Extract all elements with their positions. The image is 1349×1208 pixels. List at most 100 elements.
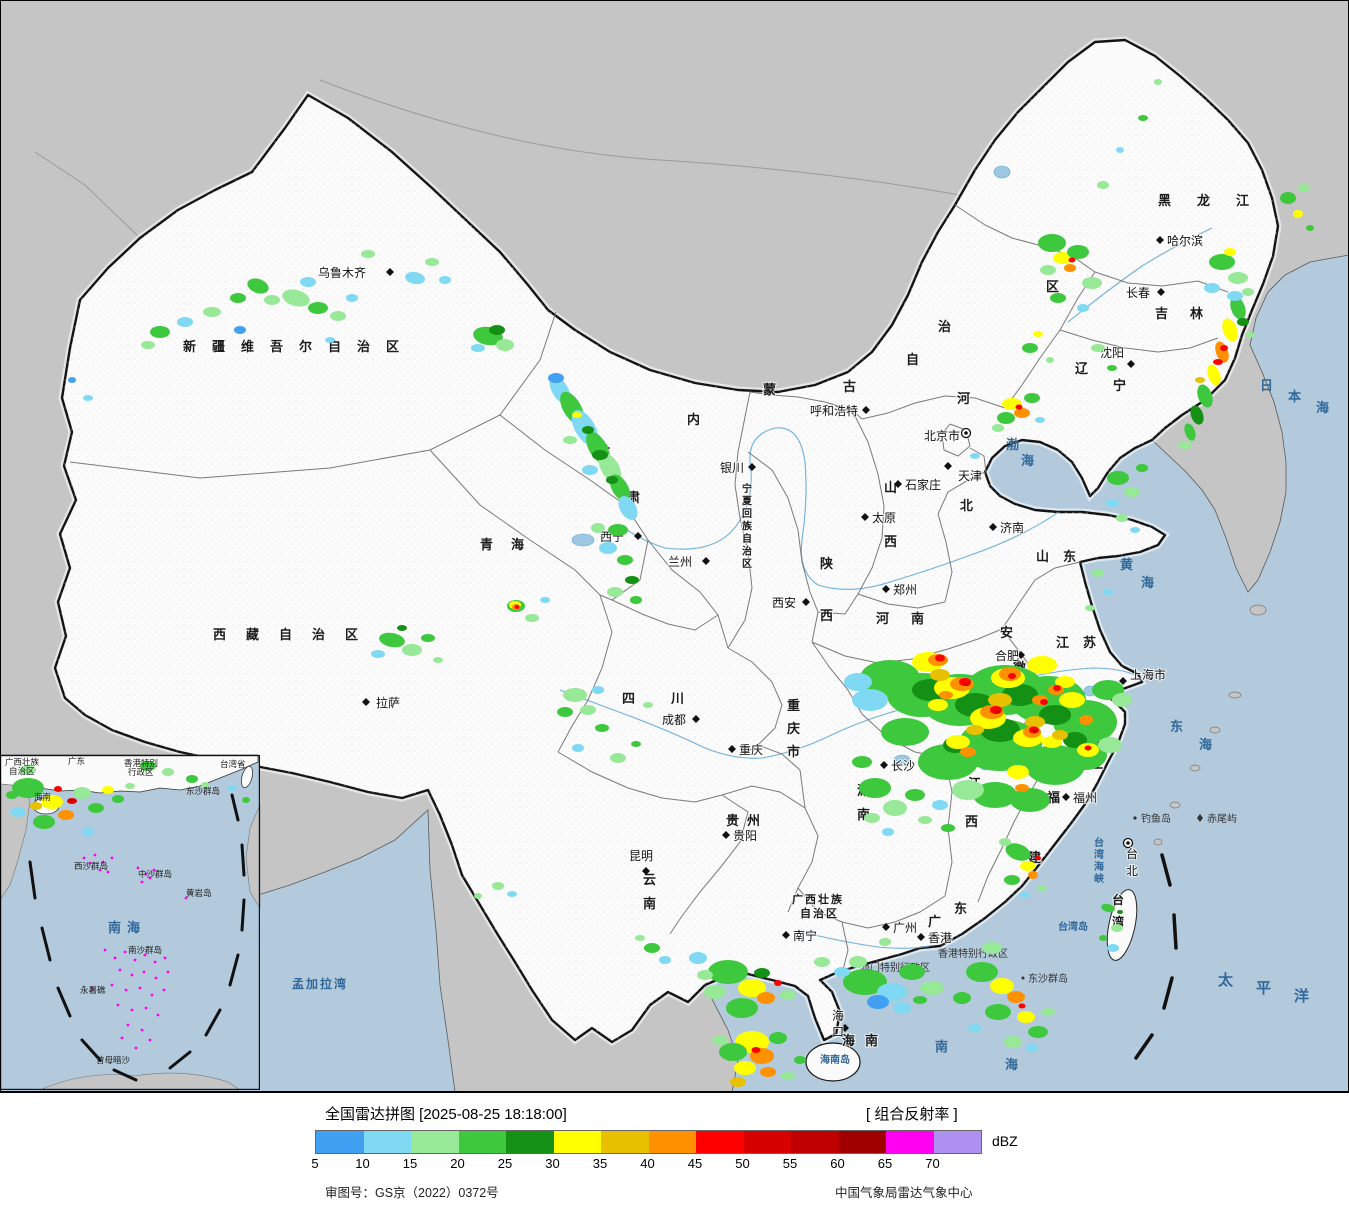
radar-echo [1028, 1026, 1048, 1038]
province-label: 四川 [622, 691, 720, 706]
radar-echo [864, 813, 880, 823]
inset-reef-marker [162, 988, 166, 992]
city-diamond-marker [917, 933, 925, 941]
scale-tick-25: 25 [497, 1156, 513, 1171]
sea-label: 海 [1021, 453, 1034, 468]
inset-reef-marker [113, 956, 117, 960]
sea-label: 南 [935, 1039, 948, 1054]
radar-echo [849, 956, 867, 968]
inset-label: 东沙群岛 [186, 786, 220, 796]
radar-echo [941, 824, 955, 832]
radar-echo [964, 682, 970, 686]
radar-echo [439, 276, 451, 284]
credit-label: 中国气象局雷达气象中心 [835, 1186, 973, 1200]
scale-tick-50: 50 [735, 1156, 750, 1171]
radar-echo [67, 798, 77, 804]
radar-echo [1082, 277, 1102, 289]
city-diamond-marker [386, 268, 394, 276]
city-diamond-marker [1127, 360, 1135, 368]
radar-echo [882, 828, 894, 836]
radar-echo [617, 555, 633, 565]
inset-reef-marker [148, 876, 152, 880]
sea-label: 海 [1316, 400, 1329, 415]
radar-echo [960, 747, 976, 757]
radar-echo [489, 325, 505, 335]
province-label: 区 [1046, 279, 1059, 294]
radar-echo [379, 632, 405, 648]
inset-reef-marker [148, 1038, 152, 1042]
province-label: 贵州 [726, 813, 768, 828]
radar-echo [985, 1004, 1011, 1020]
inset-reef-marker [116, 1003, 120, 1007]
reflectivity-colorbar [315, 1130, 982, 1154]
province-label: 古 [843, 379, 856, 394]
radar-echo [704, 985, 726, 999]
radar-echo [242, 797, 250, 803]
scale-cell-25 [506, 1131, 554, 1153]
inset-reef-marker [140, 880, 144, 884]
radar-echo [726, 998, 758, 1018]
radar-echo [751, 1047, 761, 1053]
radar-echo [899, 964, 925, 980]
scale-cell-40 [648, 1131, 696, 1153]
radar-echo [300, 277, 316, 287]
radar-echo [1020, 861, 1036, 871]
radar-echo [1040, 265, 1056, 275]
inset-reef-marker [140, 1028, 144, 1032]
inset-label: 南沙群岛 [128, 945, 162, 955]
pearl-river [801, 931, 931, 949]
city-label: 郑州 [893, 582, 917, 597]
inset-label: 中沙群岛 [138, 869, 172, 879]
scale-tick-10: 10 [355, 1156, 370, 1171]
inset-taiwan [240, 765, 254, 789]
radar-echo [990, 978, 1014, 994]
yangtze-river [559, 667, 1139, 759]
radar-echo [760, 1067, 776, 1077]
radar-echo [1103, 589, 1113, 595]
inset-reef-marker [133, 958, 137, 962]
radar-echo [708, 960, 748, 984]
map-canvas: 新疆维吾尔自治区西藏自治区青海甘肃内蒙古自治区黑龙江吉林辽宁河北山西山东河南安徽… [0, 0, 1349, 1092]
radar-echo [757, 992, 775, 1004]
rivers [559, 227, 1213, 949]
radar-echo [496, 339, 514, 351]
inset-reef-marker [154, 976, 158, 980]
city-diamond-marker [882, 585, 890, 593]
radar-echo [1091, 344, 1105, 352]
radar-echo [1237, 318, 1249, 326]
inset-reef-marker [118, 968, 122, 972]
inset-reef-marker [93, 853, 97, 857]
province-label: 山东 [1036, 549, 1090, 564]
inset-reef-marker [82, 856, 86, 860]
scale-cell-35 [601, 1131, 649, 1153]
inset-label: 香港特别 [124, 758, 158, 768]
radar-echo [879, 938, 891, 946]
city-label: 北京市 [924, 428, 960, 443]
radar-echo [905, 789, 925, 801]
radar-echo [1026, 1044, 1038, 1052]
city-diamond-marker [642, 867, 650, 875]
city-label: 哈尔滨 [1167, 233, 1203, 248]
city-label: 重庆 [739, 743, 763, 757]
radar-echo [1184, 423, 1196, 441]
radar-echo [643, 702, 653, 708]
radar-echo [433, 657, 443, 663]
radar-echo [1228, 272, 1248, 284]
radar-echo [999, 838, 1011, 846]
radar-echo [1116, 147, 1124, 153]
radar-echo [557, 707, 573, 717]
city-diamond-marker [989, 523, 997, 531]
scale-tick-15: 15 [402, 1156, 418, 1171]
sea-label: 洋 [1294, 987, 1309, 1005]
inset-label: 永暑礁 [80, 985, 106, 995]
radar-echo [973, 782, 1017, 808]
radar-echo [402, 644, 422, 656]
radar-echo [774, 980, 782, 986]
city-label: 太原 [872, 510, 896, 525]
radar-echo [1092, 569, 1104, 577]
scale-cell-55 [791, 1131, 839, 1153]
city-diamond-marker [862, 406, 870, 414]
approval-number: 审图号：GS京（2022）0372号 [325, 1186, 499, 1200]
inset-nine-dash-line [28, 793, 246, 1082]
inset-reef-marker [144, 1006, 148, 1010]
